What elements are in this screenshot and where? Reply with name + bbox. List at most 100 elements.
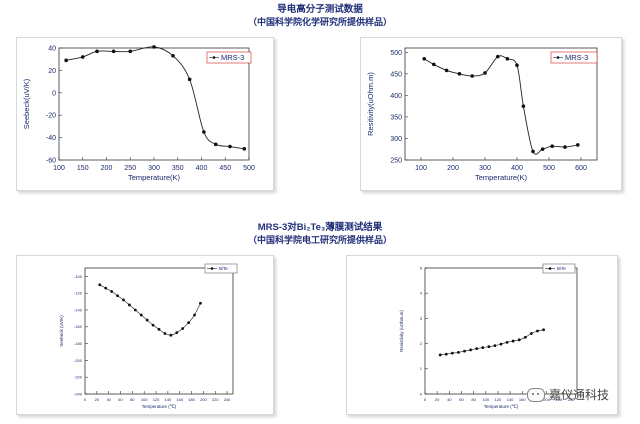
legend-box	[204, 263, 238, 274]
data-point	[104, 286, 108, 290]
bottom-heading: MRS-3对Bi₂Te₃薄膜测试结果 （中国科学院电工研究所提供样品）	[0, 222, 640, 246]
bottom-heading-subtitle: （中国科学院电工研究所提供样品）	[247, 235, 392, 245]
data-point	[175, 331, 179, 335]
data-point	[470, 74, 474, 78]
legend-box	[542, 263, 576, 274]
x-tick-label: 80	[130, 397, 135, 402]
legend-label: BiTe	[557, 266, 566, 271]
y-tick-label: 20	[48, 68, 56, 75]
x-tick-label: 150	[77, 165, 89, 172]
chart-seebeck-bite: 0 20 40 60 80 100 120 140 160 180 200 220 240 -240 -22…	[59, 263, 238, 409]
x-tick-label: 160	[176, 397, 183, 402]
data-point	[481, 346, 485, 350]
series-line	[99, 284, 201, 336]
data-point	[511, 339, 515, 343]
data-point	[444, 68, 449, 73]
data-point	[228, 144, 232, 149]
plot-frame	[424, 267, 578, 395]
bottom-heading-title: MRS-3对Bi₂Te₃薄膜测试结果	[257, 222, 383, 233]
y-tick-label: -40	[46, 135, 56, 142]
legend-marker	[556, 56, 560, 59]
x-tick-label: 160	[519, 397, 526, 402]
data-point	[499, 342, 503, 346]
y-tick-label: -160	[74, 324, 83, 329]
x-tick-label: 200	[200, 397, 207, 402]
data-point	[469, 348, 472, 352]
y-tick-label: -100	[74, 274, 83, 279]
y-axis-label: Seebeck (uV/K)	[59, 315, 64, 347]
x-tick-label: 80	[471, 397, 476, 402]
data-point	[122, 298, 125, 302]
chart-panel-seebeck-bite: 0 20 40 60 80 100 120 140 160 180 200 220 240 -240 -22…	[16, 255, 274, 415]
data-point	[199, 301, 202, 305]
x-axis-label: Temperature(K)	[475, 173, 528, 182]
data-point	[422, 56, 426, 61]
data-point	[193, 313, 196, 317]
watermark-text: 嘉仪通科技	[549, 388, 610, 402]
chart-seebeck-polymer: 100 150 200 250 300 350 400 450 500 -60 -40 -20 0 20 4…	[22, 45, 255, 182]
y-tick-label: 2	[420, 341, 423, 346]
data-point	[151, 323, 155, 327]
y-tick-label: -200	[74, 358, 83, 363]
data-point	[496, 54, 500, 59]
x-tick-label: 400	[511, 165, 523, 172]
series-line	[440, 329, 544, 356]
x-tick-label: 200	[543, 397, 550, 402]
x-tick-label: 140	[165, 397, 172, 402]
x-tick-label: 120	[153, 397, 160, 402]
watermark: 嘉仪通科技	[527, 386, 609, 403]
data-point	[540, 147, 545, 152]
data-point	[576, 143, 580, 147]
y-tick-label: 250	[390, 157, 402, 164]
data-point	[80, 55, 85, 59]
data-point	[116, 294, 119, 298]
x-tick-label: 600	[575, 165, 587, 172]
chart-resistivity-bite: 020406080100120140160180200220240012345T…	[399, 263, 578, 409]
data-point	[505, 340, 509, 344]
wechat-icon	[527, 387, 545, 402]
y-tick-label: -240	[74, 391, 83, 396]
x-tick-label: 300	[479, 165, 491, 172]
data-point	[517, 338, 521, 342]
x-tick-label: 40	[447, 397, 452, 402]
legend-marker	[548, 267, 552, 270]
x-tick-label: 100	[53, 165, 65, 172]
x-tick-label: 220	[212, 397, 219, 402]
x-tick-label: 0	[84, 397, 87, 402]
x-tick-label: 140	[507, 397, 514, 402]
y-tick-label: -120	[74, 291, 83, 296]
data-point	[530, 332, 533, 335]
data-point	[110, 290, 114, 293]
data-point	[542, 328, 545, 332]
data-point	[187, 321, 191, 324]
x-tick-label: 20	[435, 397, 440, 402]
y-tick-label: 450	[390, 71, 402, 78]
x-axis-label: Temperature(K)	[128, 173, 181, 182]
y-axis-label: Resitivity(uOhm.m)	[366, 72, 375, 136]
chart-panel-resistivity-polymer: 100 200 300 400 500 600 250 300 350 400 450 500 Temp…	[360, 37, 622, 191]
plot-frame	[404, 47, 598, 161]
data-point	[444, 352, 448, 356]
data-point	[98, 283, 102, 287]
y-tick-label: 4	[420, 291, 423, 296]
chart-resistivity-polymer: 100 200 300 400 500 600 250 300 350 400 450 500 Temp…	[366, 47, 598, 182]
data-point	[145, 318, 149, 322]
x-tick-label: 20	[95, 397, 100, 402]
chart-panel-seebeck-polymer: 100 150 200 250 300 350 400 450 500 -60 -40 -20 0 20 4…	[16, 37, 274, 191]
data-point	[531, 149, 535, 154]
data-point	[438, 353, 442, 357]
data-point	[493, 344, 497, 348]
x-axis-label: Temperature (℃)	[484, 404, 519, 409]
data-point	[95, 49, 99, 54]
chart-panel-resistivity-bite: 020406080100120140160180200220240012345T…	[346, 255, 618, 415]
y-tick-label: 0	[420, 391, 423, 396]
legend-marker	[210, 267, 214, 270]
data-point	[536, 329, 539, 333]
x-axis-label: Temperature (℃)	[142, 404, 177, 409]
legend-box	[550, 51, 598, 64]
data-point	[432, 62, 436, 67]
legend-marker	[212, 56, 216, 59]
y-tick-label: -20	[46, 113, 56, 120]
data-point	[450, 351, 454, 355]
x-tick-label: 300	[148, 165, 160, 172]
